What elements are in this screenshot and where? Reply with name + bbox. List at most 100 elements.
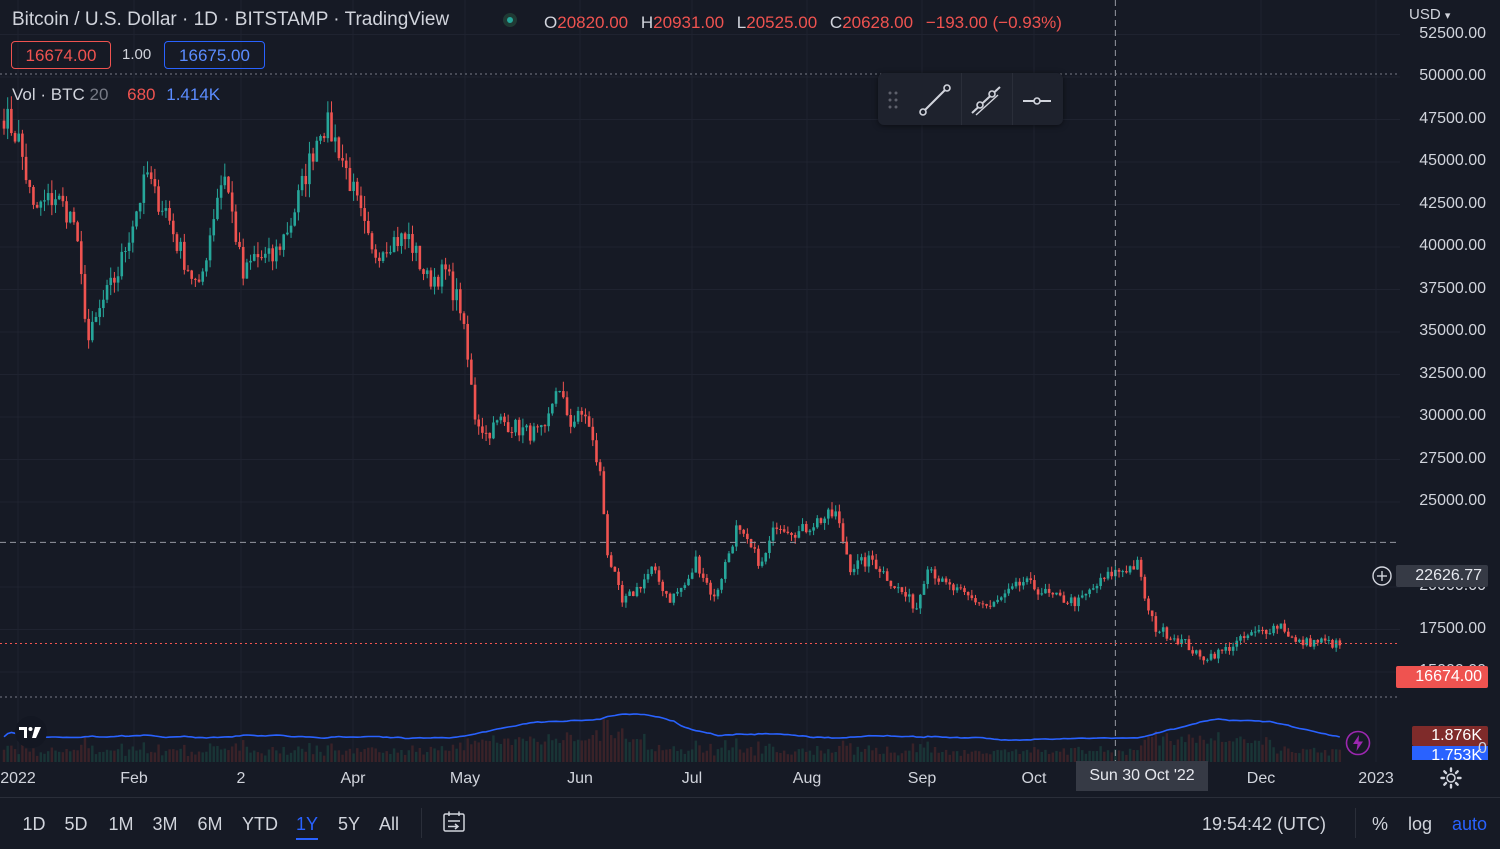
candle-body [1147, 598, 1150, 611]
volume-bar [1180, 736, 1183, 762]
candle-body [749, 539, 753, 548]
range-button-1y[interactable]: 1Y [295, 814, 319, 840]
candle-body [977, 602, 981, 604]
candle-body [267, 248, 271, 254]
range-button-5y[interactable]: 5Y [337, 814, 361, 834]
volume-bar [300, 748, 304, 762]
volume-bar [757, 741, 760, 762]
candle-body [1172, 638, 1176, 640]
range-button-6m[interactable]: 6M [197, 814, 223, 834]
candle-body [639, 586, 642, 589]
volume-bar [970, 751, 974, 762]
volume-bar [1099, 746, 1102, 762]
trend-line-icon[interactable] [911, 75, 959, 123]
range-button-ytd[interactable]: YTD [242, 814, 278, 834]
time-axis-label: Aug [792, 770, 822, 787]
candle-body [819, 518, 823, 524]
volume-bar [385, 751, 388, 762]
volume-bar [278, 753, 282, 762]
buy-button[interactable]: 16675.00 [164, 41, 265, 69]
gear-icon[interactable] [1440, 767, 1462, 789]
candle-body [322, 136, 326, 139]
candle-body [827, 509, 830, 519]
volume-bar [1143, 739, 1146, 762]
volume-bar [54, 750, 57, 762]
candle-body [1084, 593, 1088, 596]
volume-bar [1092, 751, 1095, 762]
candle-body [57, 195, 61, 200]
auto-toggle[interactable]: auto [1452, 814, 1488, 834]
candle-body [1121, 571, 1125, 573]
candle-body [1250, 632, 1253, 636]
range-button-1m[interactable]: 1M [108, 814, 134, 834]
candle-body [613, 566, 617, 572]
range-button-3m[interactable]: 3M [152, 814, 178, 834]
chevron-down-icon: ▾ [1444, 10, 1451, 22]
volume-bar [985, 753, 988, 762]
clock[interactable]: 19:54:42 (UTC) [1202, 814, 1327, 834]
volume-bar [955, 751, 959, 762]
volume-bar [1154, 730, 1158, 762]
volume-bar [760, 753, 764, 762]
tradingview-logo-icon[interactable] [13, 716, 49, 748]
volume-bar [849, 743, 852, 762]
candle-body [146, 172, 149, 175]
candle-body [547, 413, 550, 427]
volume-bar [838, 745, 841, 762]
candle-body [293, 212, 297, 226]
candle-body [367, 220, 370, 234]
horizontal-line-icon[interactable] [1013, 75, 1061, 123]
volume-bar [503, 738, 506, 762]
candle-body [241, 246, 245, 279]
volume-bar [893, 752, 896, 762]
candle-body [871, 555, 874, 560]
volume-bar [363, 749, 366, 762]
candle-body [569, 415, 573, 427]
volume-bar [635, 738, 639, 762]
volume-bar [230, 746, 234, 762]
range-button-1d[interactable]: 1D [22, 814, 46, 834]
ray-icon[interactable] [962, 75, 1010, 123]
range-button-all[interactable]: All [378, 814, 400, 834]
volume-bar [878, 754, 882, 762]
candle-body [256, 254, 260, 258]
candle-body [183, 241, 186, 270]
log-toggle[interactable]: log [1408, 814, 1433, 834]
volume-bar [830, 752, 834, 762]
lightning-icon[interactable] [1345, 730, 1371, 756]
market-status-dot-icon[interactable] [503, 13, 517, 27]
volume-bar [76, 750, 79, 762]
currency-selector[interactable]: USD ▾ [1409, 6, 1450, 23]
volume-bar [124, 755, 127, 762]
candle-body [116, 276, 120, 283]
add-alert-icon[interactable] [1370, 565, 1394, 587]
percent-toggle[interactable]: % [1372, 814, 1389, 834]
spread-value: 1.00 [122, 46, 152, 63]
volume-bar [687, 750, 690, 762]
date-range-icon[interactable] [442, 810, 466, 834]
chart-canvas[interactable] [0, 0, 1400, 762]
volume-bars [2, 719, 1342, 762]
range-button-5d[interactable]: 5D [64, 814, 88, 834]
volume-bar [1077, 746, 1080, 762]
volume-bar [724, 740, 727, 762]
volume-bar [672, 746, 675, 762]
high-value: 20931.00 [653, 13, 725, 32]
volume-bar [554, 738, 558, 762]
price-axis-label: 30000.00 [1419, 407, 1486, 424]
candle-body [907, 594, 911, 597]
volume-bar [801, 748, 804, 762]
volume-bar [1036, 749, 1040, 762]
candle-body [1036, 589, 1040, 595]
volume-legend[interactable]: Vol · BTC 20 680 1.414K [12, 85, 220, 105]
volume-bar [315, 745, 318, 762]
volume-bar [727, 750, 731, 762]
candle-body [849, 554, 852, 573]
candle-body [966, 592, 970, 596]
sell-button[interactable]: 16674.00 [11, 41, 111, 69]
price-axis-label: 27500.00 [1419, 449, 1486, 467]
drag-handle-icon[interactable] [886, 89, 900, 111]
volume-bar [676, 751, 679, 762]
volume-bar [679, 749, 683, 762]
